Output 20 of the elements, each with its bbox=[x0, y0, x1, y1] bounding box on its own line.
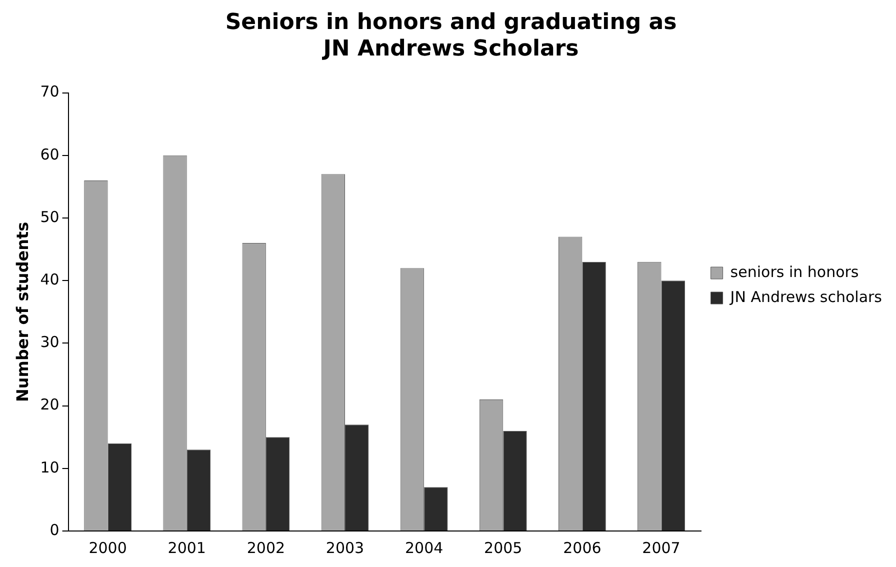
legend-label: seniors in honors bbox=[730, 262, 859, 281]
y-tick-label: 10 bbox=[40, 458, 60, 476]
y-tick-label: 40 bbox=[40, 270, 60, 288]
y-tick-label: 0 bbox=[50, 520, 60, 539]
x-tick-label: 2007 bbox=[642, 538, 680, 557]
x-tick-label: 2006 bbox=[563, 538, 602, 557]
y-tick-label: 30 bbox=[40, 333, 60, 352]
chart-title: Seniors in honors and graduating as JN Andrews Scholars bbox=[225, 10, 677, 62]
y-tick-label: 60 bbox=[40, 145, 60, 164]
y-tick-label: 50 bbox=[40, 208, 60, 226]
y-tick-label: 70 bbox=[40, 82, 60, 101]
x-tick-label: 2003 bbox=[326, 538, 364, 557]
x-tick-label: 2002 bbox=[246, 538, 286, 557]
legend-label: JN Andrews scholars bbox=[729, 288, 882, 306]
x-tick-label: 2001 bbox=[168, 538, 206, 557]
x-tick-label: 2000 bbox=[88, 538, 127, 557]
x-tick-label: 2005 bbox=[484, 538, 522, 557]
x-tick-label: 2004 bbox=[404, 538, 444, 557]
y-axis-title: Number of students bbox=[12, 222, 32, 402]
y-tick-label: 20 bbox=[40, 396, 60, 414]
